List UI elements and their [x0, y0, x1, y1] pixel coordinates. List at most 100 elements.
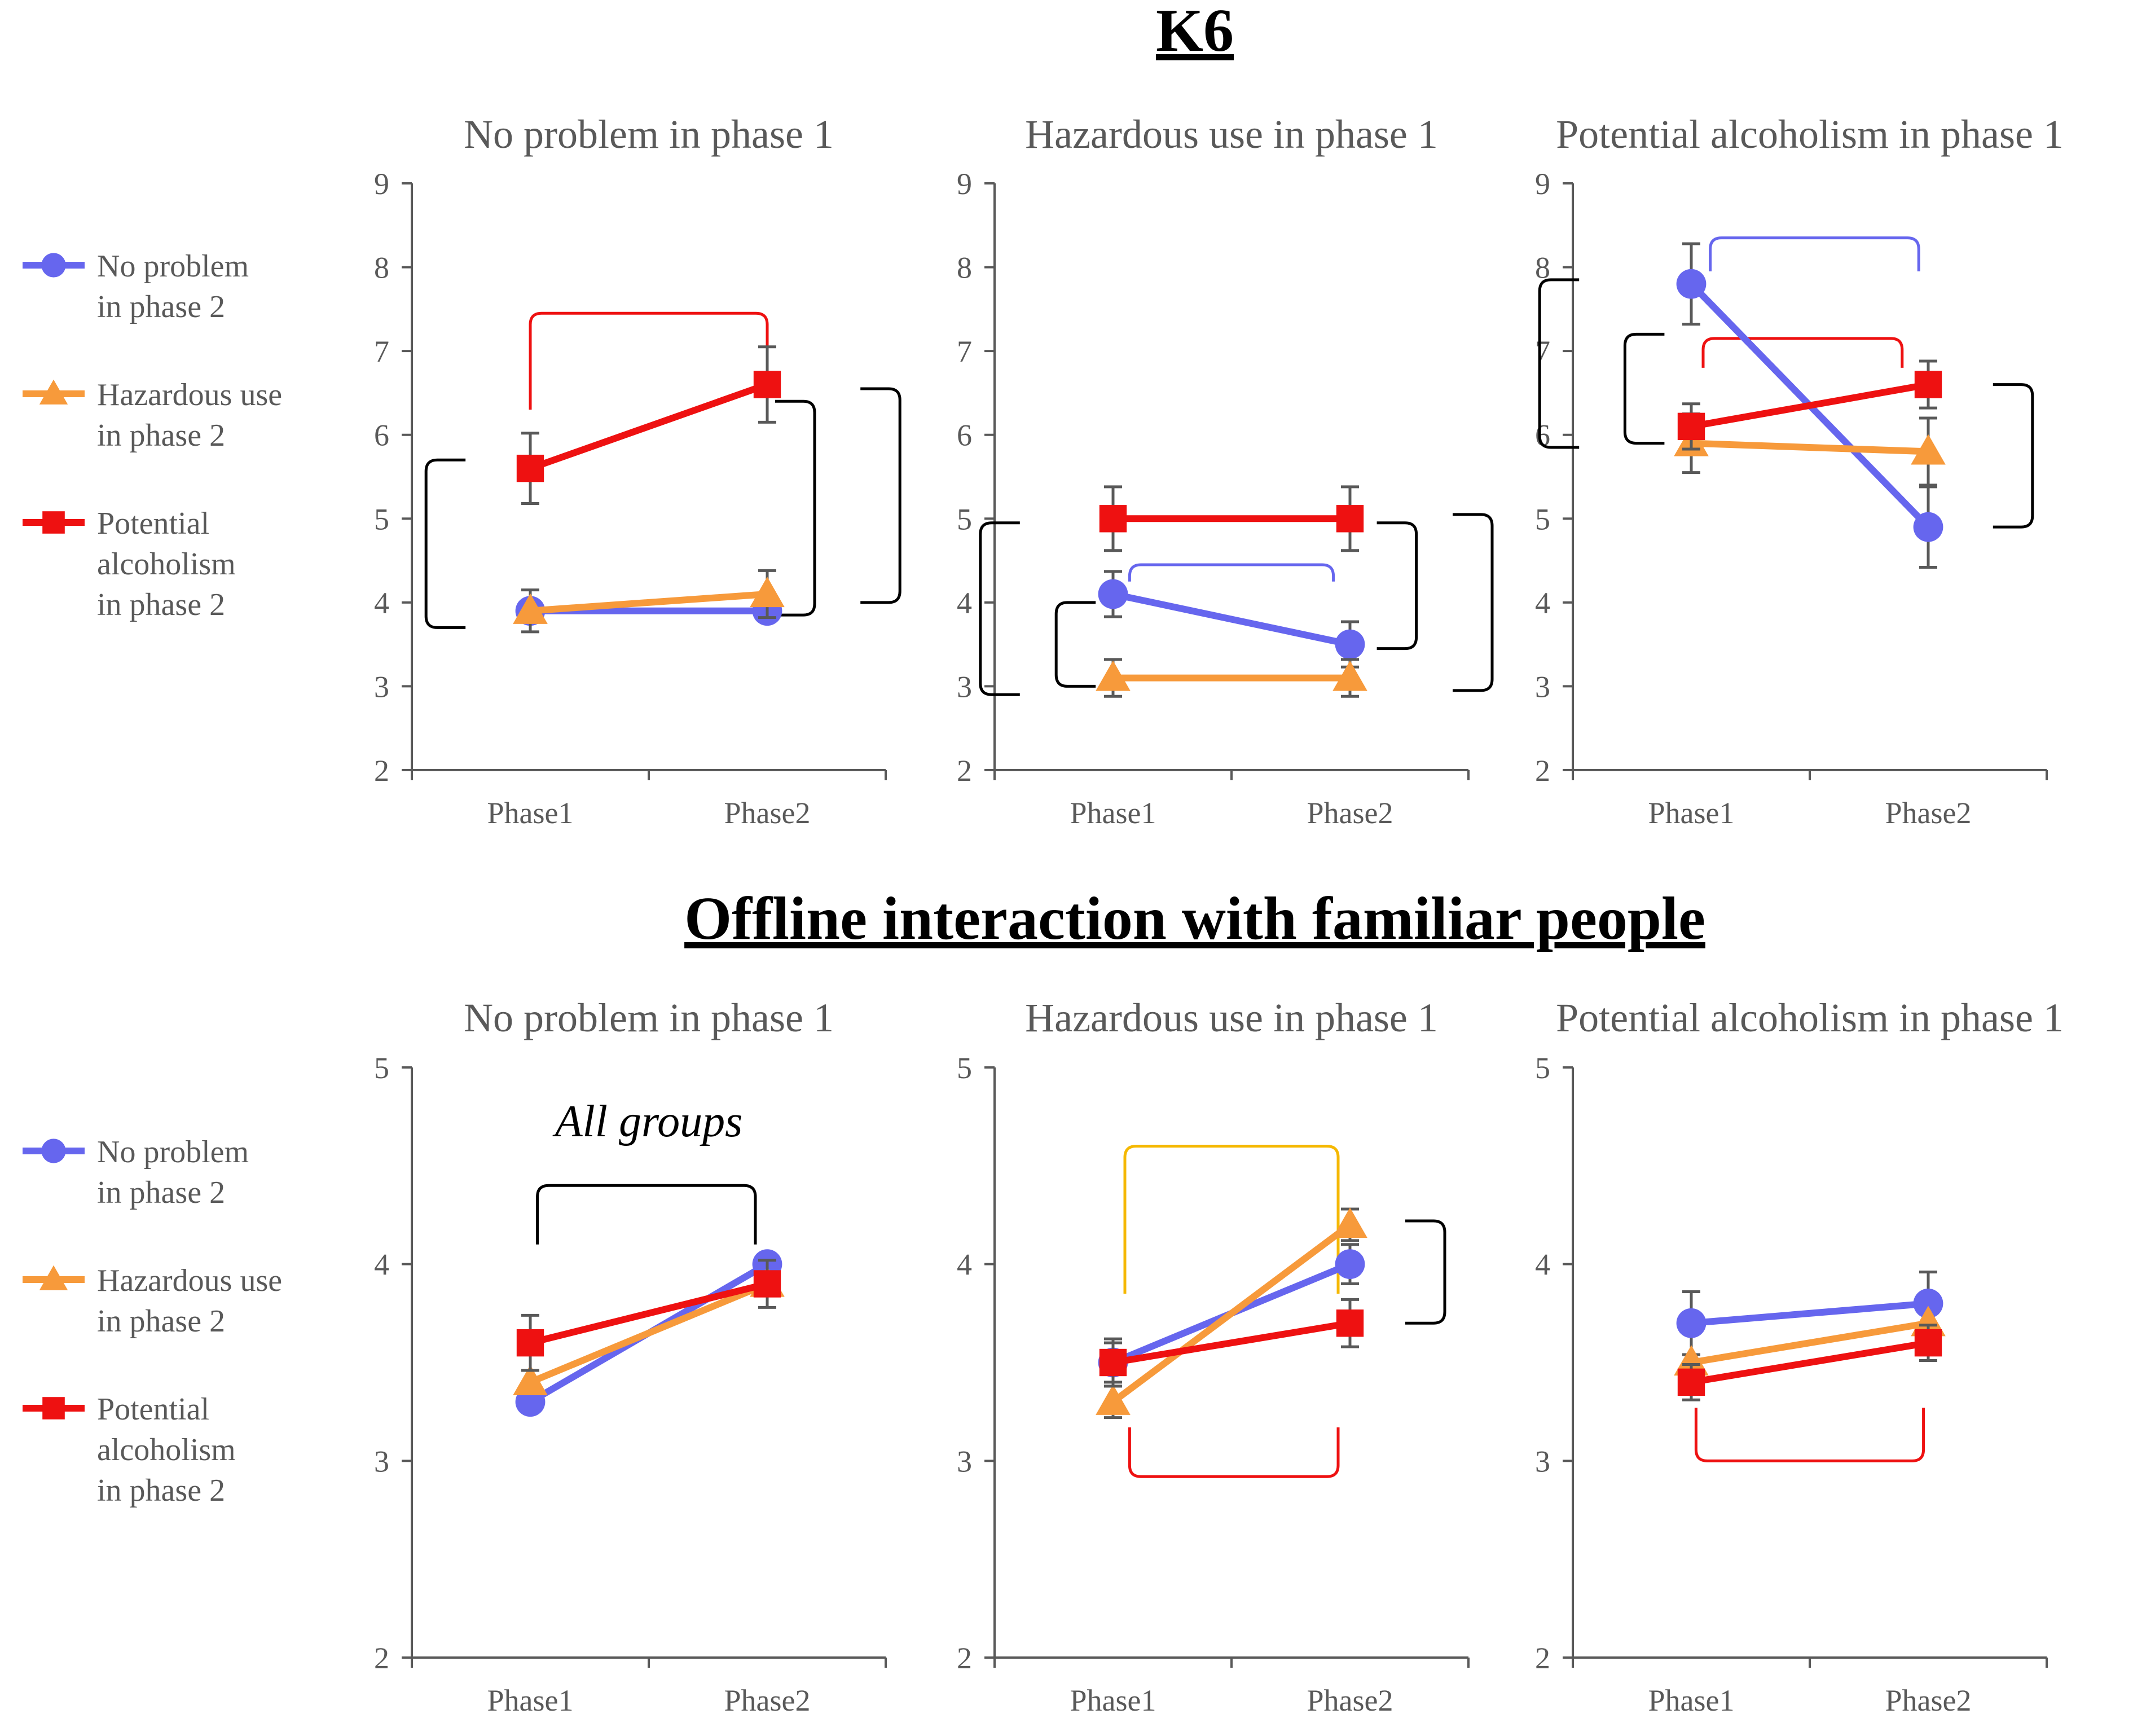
panel-title: No problem in phase 1 [464, 112, 834, 157]
series-line [529, 1280, 768, 1346]
significance-bracket [1538, 278, 1580, 449]
x-tick-label: Phase1 [1070, 1684, 1156, 1717]
data-point-no_problem [1335, 629, 1365, 660]
y-tick-label: 7 [957, 335, 972, 368]
y-tick-label: 2 [1535, 754, 1550, 788]
y-tick-label: 3 [374, 670, 389, 704]
y-tick-label: 9 [957, 167, 972, 201]
series-hazardous [513, 569, 785, 634]
significance-bracket [1993, 383, 2034, 529]
legend-label-no_problem: in phase 2 [97, 1175, 225, 1210]
panel-title: Potential alcoholism in phase 1 [1556, 995, 2064, 1040]
x-tick-label: Phase1 [1070, 796, 1156, 830]
significance-bracket [775, 399, 816, 617]
significance-bracket [424, 458, 466, 629]
series-hazardous [1674, 1306, 1946, 1376]
significance-bracket [1054, 601, 1096, 688]
data-point-alcoholism [1914, 1329, 1942, 1357]
panel-1-2: Potential alcoholism in phase 1 2 3 4 5 Phase… [1535, 995, 2064, 1717]
data-point-alcoholism [1336, 1309, 1364, 1337]
x-tick-label: Phase2 [724, 796, 811, 830]
y-tick-label: 2 [374, 754, 389, 788]
y-tick-label: 7 [374, 335, 389, 368]
section-title-offline: Offline interaction with familiar people [684, 885, 1705, 952]
legend-marker-no_problem [41, 1139, 66, 1163]
y-tick-label: 4 [957, 1248, 972, 1282]
legend-label-alcoholism: Potential [97, 506, 209, 541]
x-tick-label: Phase2 [1885, 796, 1972, 830]
x-tick-label: Phase1 [1648, 796, 1735, 830]
y-tick-label: 5 [1535, 502, 1550, 536]
legend-0: No problem in phase 2 Hazardous use in phas… [23, 249, 282, 622]
series-hazardous [1096, 658, 1367, 698]
series-line [1691, 1320, 1929, 1366]
data-point-alcoholism [753, 1270, 781, 1298]
legend-label-no_problem: in phase 2 [97, 289, 225, 324]
legend-label-alcoholism: Potential [97, 1392, 209, 1427]
series-alcoholism [516, 1259, 781, 1372]
series-no_problem [1676, 1271, 1943, 1356]
x-tick-label: Phase1 [1648, 1684, 1735, 1717]
legend-label-alcoholism: in phase 2 [97, 1473, 225, 1508]
data-point-hazardous [513, 593, 548, 624]
panel-title: Potential alcoholism in phase 1 [1556, 112, 2064, 157]
data-point-alcoholism [1099, 505, 1127, 533]
significance-bracket [1453, 513, 1494, 692]
y-tick-label: 2 [957, 754, 972, 788]
y-tick-label: 6 [374, 419, 389, 452]
data-point-hazardous [1332, 1207, 1367, 1238]
legend-marker-hazardous [39, 1265, 68, 1290]
data-point-no_problem [1098, 579, 1128, 609]
data-point-no_problem [1676, 1308, 1707, 1338]
y-tick-label: 4 [957, 586, 972, 620]
data-point-alcoholism [1914, 371, 1942, 398]
panel-title: Hazardous use in phase 1 [1025, 112, 1438, 157]
legend-label-alcoholism: alcoholism [97, 1432, 236, 1467]
data-point-no_problem [1676, 269, 1707, 299]
legend-label-hazardous: Hazardous use [97, 377, 282, 412]
y-tick-label: 4 [1535, 1248, 1550, 1282]
series-alcoholism [1099, 1298, 1364, 1388]
panel-0-2: Potential alcoholism in phase 123456789P… [1535, 112, 2064, 830]
data-point-hazardous [1911, 434, 1946, 465]
legend-label-alcoholism: alcoholism [97, 547, 236, 582]
data-point-hazardous [1674, 1345, 1709, 1376]
series-no_problem [1098, 570, 1365, 669]
y-tick-label: 2 [374, 1641, 389, 1675]
panel-1-0: No problem in phase 1 2 3 4 5 Phase1 Phase2 All… [374, 995, 887, 1717]
panel-title: Hazardous use in phase 1 [1025, 995, 1438, 1040]
legend-label-no_problem: No problem [97, 249, 249, 284]
data-point-no_problem [1335, 1249, 1365, 1280]
y-tick-label: 5 [957, 1051, 972, 1085]
significance-bracket [1128, 563, 1335, 582]
significance-bracket [979, 521, 1020, 696]
significance-bracket [1405, 1219, 1446, 1325]
x-tick-label: Phase2 [724, 1684, 811, 1717]
y-tick-label: 4 [1535, 586, 1550, 620]
data-point-hazardous [513, 1365, 548, 1395]
significance-bracket [1709, 236, 1920, 271]
y-tick-label: 8 [957, 251, 972, 285]
legend-marker-no_problem [41, 253, 66, 278]
y-tick-label: 3 [957, 1444, 972, 1478]
data-point-alcoholism [1336, 505, 1364, 533]
legends: No problem in phase 2 Hazardous use in phas… [23, 249, 282, 1508]
panel-title: No problem in phase 1 [464, 995, 834, 1040]
data-point-no_problem [1913, 1289, 1943, 1319]
y-tick-label: 4 [374, 586, 389, 620]
section-title-k6: K6 [1156, 0, 1234, 64]
y-tick-label: 9 [1535, 167, 1550, 201]
significance-bracket [529, 311, 769, 410]
panel-1-1: Hazardous use in phase 1 2 3 4 5 Phase1 Phase2 [957, 995, 1470, 1717]
data-point-alcoholism [1677, 412, 1705, 441]
significance-bracket [1123, 1144, 1340, 1294]
legend-label-no_problem: No problem [97, 1135, 249, 1170]
series-line [529, 381, 769, 472]
legend-label-alcoholism: in phase 2 [97, 587, 225, 622]
data-point-alcoholism [516, 1329, 544, 1357]
y-tick-label: 3 [374, 1444, 389, 1478]
legend-label-hazardous: in phase 2 [97, 418, 225, 453]
series-line [1690, 381, 1929, 430]
y-tick-label: 5 [374, 1051, 389, 1085]
